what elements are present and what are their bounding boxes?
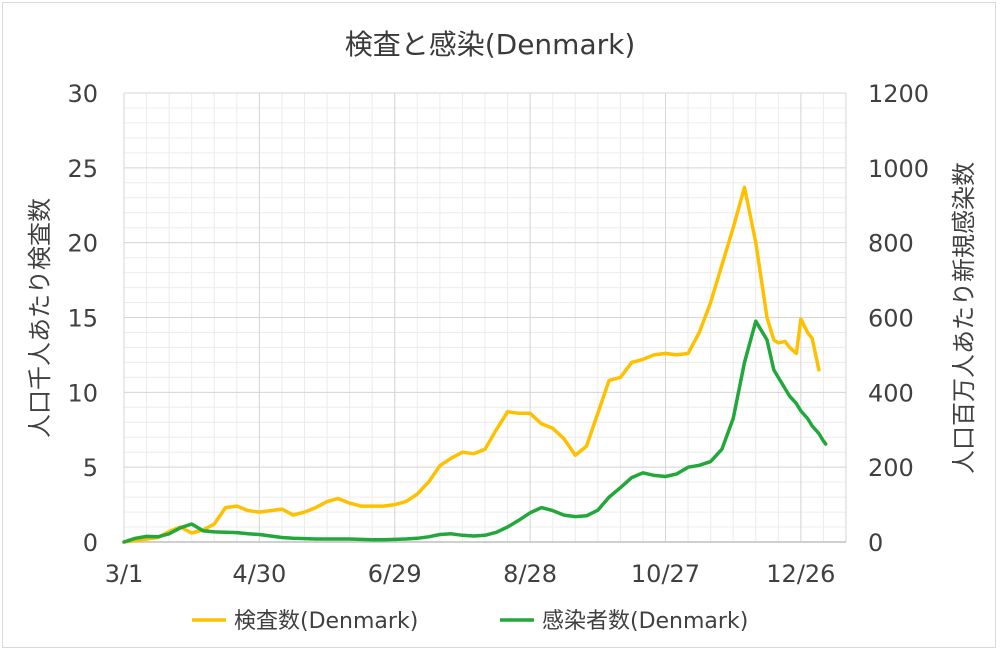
x-tick-label: 10/27 <box>631 560 700 588</box>
right-axis-ticks: 0 200 400 600 800 1000 1200 <box>868 80 929 557</box>
legend: 検査数(Denmark) 感染者数(Denmark) <box>192 609 748 634</box>
x-tick-label: 8/28 <box>503 560 557 588</box>
right-tick-label: 1000 <box>868 155 929 183</box>
left-tick-label: 0 <box>83 529 98 557</box>
series-line-2 <box>122 319 828 544</box>
right-tick-label: 1200 <box>868 80 929 108</box>
left-tick-label: 15 <box>67 305 98 333</box>
chart-title: 検査と感染(Denmark) <box>345 28 636 61</box>
major-gridlines <box>123 92 847 543</box>
left-tick-label: 10 <box>67 379 98 407</box>
x-axis-ticks: 3/1 4/30 6/29 8/28 10/27 12/26 <box>105 560 836 588</box>
series-layer <box>122 185 828 544</box>
right-axis-title: 人口百万人あたり新規感染数 <box>950 162 978 474</box>
left-tick-label: 5 <box>83 454 98 482</box>
right-tick-label: 800 <box>868 230 914 258</box>
x-tick-label: 3/1 <box>105 560 144 588</box>
legend-label-1: 検査数(Denmark) <box>234 609 418 634</box>
left-tick-label: 25 <box>67 155 98 183</box>
left-axis-title: 人口千人あたり検査数 <box>26 198 54 438</box>
left-axis-ticks: 0 5 10 15 20 25 30 <box>67 80 98 557</box>
right-tick-label: 0 <box>868 529 883 557</box>
legend-label-2: 感染者数(Denmark) <box>542 609 748 634</box>
right-tick-label: 200 <box>868 454 914 482</box>
x-tick-label: 6/29 <box>368 560 422 588</box>
series-line-1 <box>122 185 821 544</box>
right-tick-label: 600 <box>868 305 914 333</box>
x-tick-label: 12/26 <box>766 560 835 588</box>
left-tick-label: 30 <box>67 80 98 108</box>
x-tick-label: 4/30 <box>232 560 286 588</box>
left-tick-label: 20 <box>67 230 98 258</box>
right-tick-label: 400 <box>868 379 914 407</box>
